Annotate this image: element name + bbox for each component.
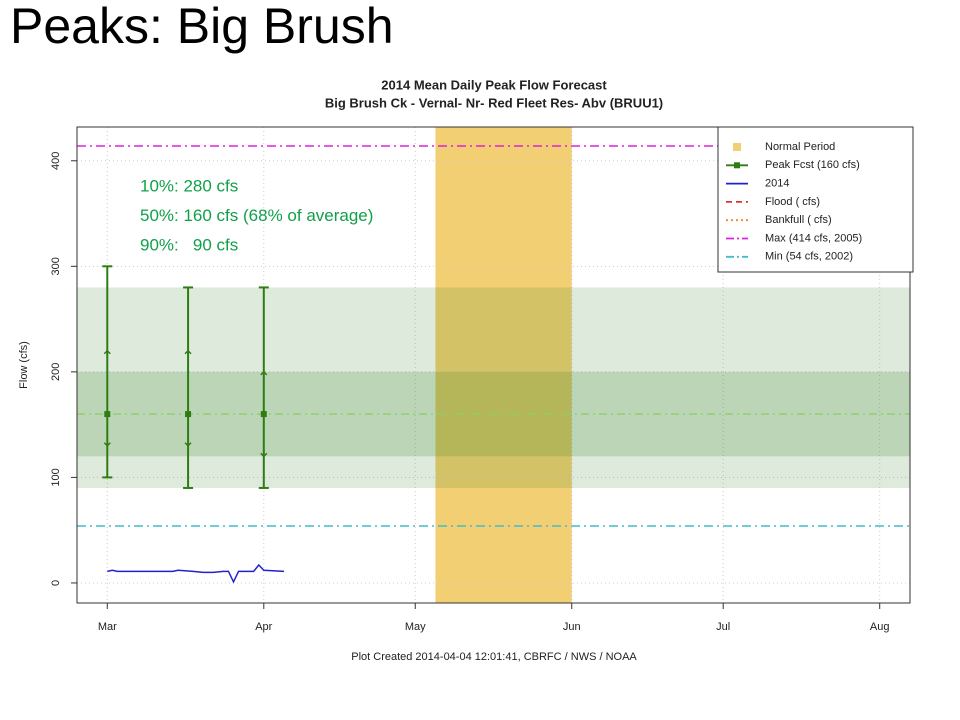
series-line <box>107 563 285 584</box>
x-tick-label: Jun <box>563 621 581 633</box>
legend-label: Min (54 cfs, 2002) <box>765 251 853 263</box>
y-tick-label: 0 <box>50 580 62 586</box>
lower-arrow <box>103 442 111 447</box>
upper-arrow <box>260 370 268 376</box>
y-tick-label: 300 <box>50 257 62 275</box>
legend-label: Max (414 cfs, 2005) <box>765 232 862 244</box>
x-tick-label: Aug <box>870 621 890 633</box>
legend-box <box>717 126 914 273</box>
lower-arrow <box>184 442 192 447</box>
median-point <box>185 411 192 418</box>
x-tick-label: May <box>405 621 426 633</box>
legend-label: 2014 <box>765 178 789 190</box>
annotation: 50%: 160 cfs (68% of average) <box>140 206 373 225</box>
legend-label: Peak Fcst (160 cfs) <box>765 159 860 171</box>
x-tick-label: Mar <box>98 621 117 633</box>
median-point <box>260 411 267 418</box>
footer: Plot Created 2014-04-04 12:01:41, CBRFC … <box>351 651 637 663</box>
upper-arrow <box>184 349 192 355</box>
y-axis-label: Flow (cfs) <box>18 341 30 389</box>
legend-label: Flood ( cfs) <box>765 196 820 208</box>
annotation: 10%: 280 cfs <box>140 176 238 195</box>
legend-label: Normal Period <box>765 141 835 153</box>
chart-subtitle: Big Brush Ck - Vernal- Nr- Red Fleet Res… <box>325 95 663 110</box>
legend-swatch <box>734 162 740 169</box>
y-tick-label: 400 <box>50 152 62 170</box>
x-tick-label: Apr <box>255 621 272 633</box>
y-tick-label: 200 <box>50 363 62 381</box>
lower-arrow <box>260 452 268 458</box>
upper-arrow <box>103 349 111 355</box>
legend-swatch <box>733 143 741 151</box>
median-point <box>104 411 111 418</box>
slide-title: Peaks: Big Brush <box>10 0 394 54</box>
plot-frame <box>76 126 911 604</box>
chart-title: 2014 Mean Daily Peak Flow Forecast <box>381 77 607 92</box>
annotation: 90%: 90 cfs <box>140 235 238 254</box>
forecast-band <box>77 287 910 488</box>
legend-label: Bankfull ( cfs) <box>765 214 832 226</box>
normal-period <box>435 127 572 603</box>
x-tick-label: Jul <box>716 621 730 633</box>
y-tick-label: 100 <box>50 468 62 486</box>
